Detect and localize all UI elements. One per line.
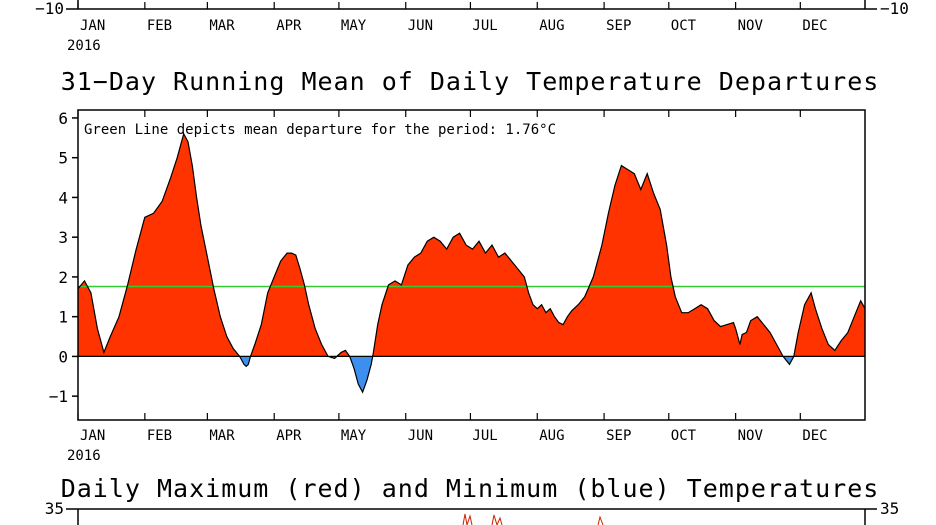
y-axis-ticks: 6 5 4 3 2 1 0 −1 bbox=[49, 109, 78, 406]
bottom-panel: Daily Maximum (red) and Minimum (blue) T… bbox=[45, 474, 899, 525]
bottom-panel-max-temp-peek bbox=[462, 513, 473, 525]
top-panel-month-label: FEB bbox=[147, 18, 172, 34]
y-tick-label: −1 bbox=[49, 387, 68, 406]
bottom-panel-left-tick: 35 bbox=[45, 499, 64, 518]
chart-title: 31−Day Running Mean of Daily Temperature… bbox=[61, 67, 880, 96]
positive-departure-area bbox=[793, 292, 865, 357]
top-panel: −10 −10 JAN FEB MAR APR MAY JUN JUL AUG SEP OCT NO… bbox=[35, 0, 909, 54]
negative-departure-area bbox=[239, 356, 251, 367]
top-panel-month-label: JAN bbox=[80, 18, 105, 34]
x-month-label: FEB bbox=[147, 428, 172, 444]
x-axis-year-label: 2016 bbox=[67, 448, 101, 464]
y-tick-label: 2 bbox=[58, 268, 68, 287]
x-month-label: NOV bbox=[738, 428, 764, 444]
top-panel-month-label: MAY bbox=[341, 18, 367, 34]
departure-outline bbox=[77, 132, 866, 394]
negative-departure-area bbox=[783, 356, 794, 365]
top-panel-month-label: MAR bbox=[209, 18, 235, 34]
top-panel-month-label: JUL bbox=[472, 18, 497, 34]
x-axis-month-labels: JAN FEB MAR APR MAY JUN JUL AUG SEP OCT NOV DEC bbox=[77, 110, 828, 444]
x-month-label: AUG bbox=[539, 428, 564, 444]
positive-departure-area bbox=[250, 253, 329, 357]
main-panel: 6 5 4 3 2 1 0 −1 JAN FEB MAR APR MAY JUN JUL AUG SEP OCT… bbox=[49, 109, 866, 464]
y-tick-label: 1 bbox=[58, 308, 68, 327]
x-month-label: MAR bbox=[209, 428, 235, 444]
positive-departure-area bbox=[336, 350, 350, 357]
x-month-label: JUL bbox=[472, 428, 497, 444]
plot-frame bbox=[77, 109, 866, 421]
top-panel-month-label: OCT bbox=[671, 18, 697, 34]
top-panel-month-label: JUN bbox=[408, 18, 433, 34]
y-tick-label: 3 bbox=[58, 228, 68, 247]
top-panel-month-label: NOV bbox=[738, 18, 764, 34]
top-panel-month-label: DEC bbox=[802, 18, 827, 34]
top-panel-month-label: SEP bbox=[606, 18, 631, 34]
top-panel-month-labels: JAN FEB MAR APR MAY JUN JUL AUG SEP OCT NOV DEC bbox=[77, 2, 828, 34]
top-panel-right-tick: −10 bbox=[880, 0, 909, 18]
top-panel-left-tick: −10 bbox=[35, 0, 64, 18]
bottom-panel-right-tick: 35 bbox=[880, 499, 899, 518]
positive-departure-area bbox=[372, 165, 784, 357]
x-month-label: MAY bbox=[341, 428, 367, 444]
y-tick-label: 4 bbox=[58, 188, 68, 207]
top-panel-month-label: AUG bbox=[539, 18, 564, 34]
x-month-label: DEC bbox=[802, 428, 827, 444]
x-month-label: JUN bbox=[408, 428, 433, 444]
x-month-label: OCT bbox=[671, 428, 697, 444]
x-month-label: SEP bbox=[606, 428, 631, 444]
mean-annotation: Green Line depicts mean departure for th… bbox=[84, 122, 556, 138]
top-panel-month-label: APR bbox=[276, 18, 302, 34]
positive-departure-area bbox=[78, 133, 240, 357]
x-month-label: APR bbox=[276, 428, 302, 444]
departure-area bbox=[78, 133, 865, 393]
x-month-label: JAN bbox=[80, 428, 105, 444]
y-tick-label: 0 bbox=[58, 347, 68, 366]
bottom-panel-title: Daily Maximum (red) and Minimum (blue) T… bbox=[61, 474, 880, 503]
y-tick-label: 5 bbox=[58, 149, 68, 168]
bottom-panel-max-temp-peek bbox=[597, 515, 604, 525]
top-panel-year-label: 2016 bbox=[67, 38, 101, 54]
y-tick-label: 6 bbox=[58, 109, 68, 128]
negative-departure-area bbox=[349, 356, 373, 393]
bottom-panel-max-temp-peek bbox=[491, 514, 503, 525]
